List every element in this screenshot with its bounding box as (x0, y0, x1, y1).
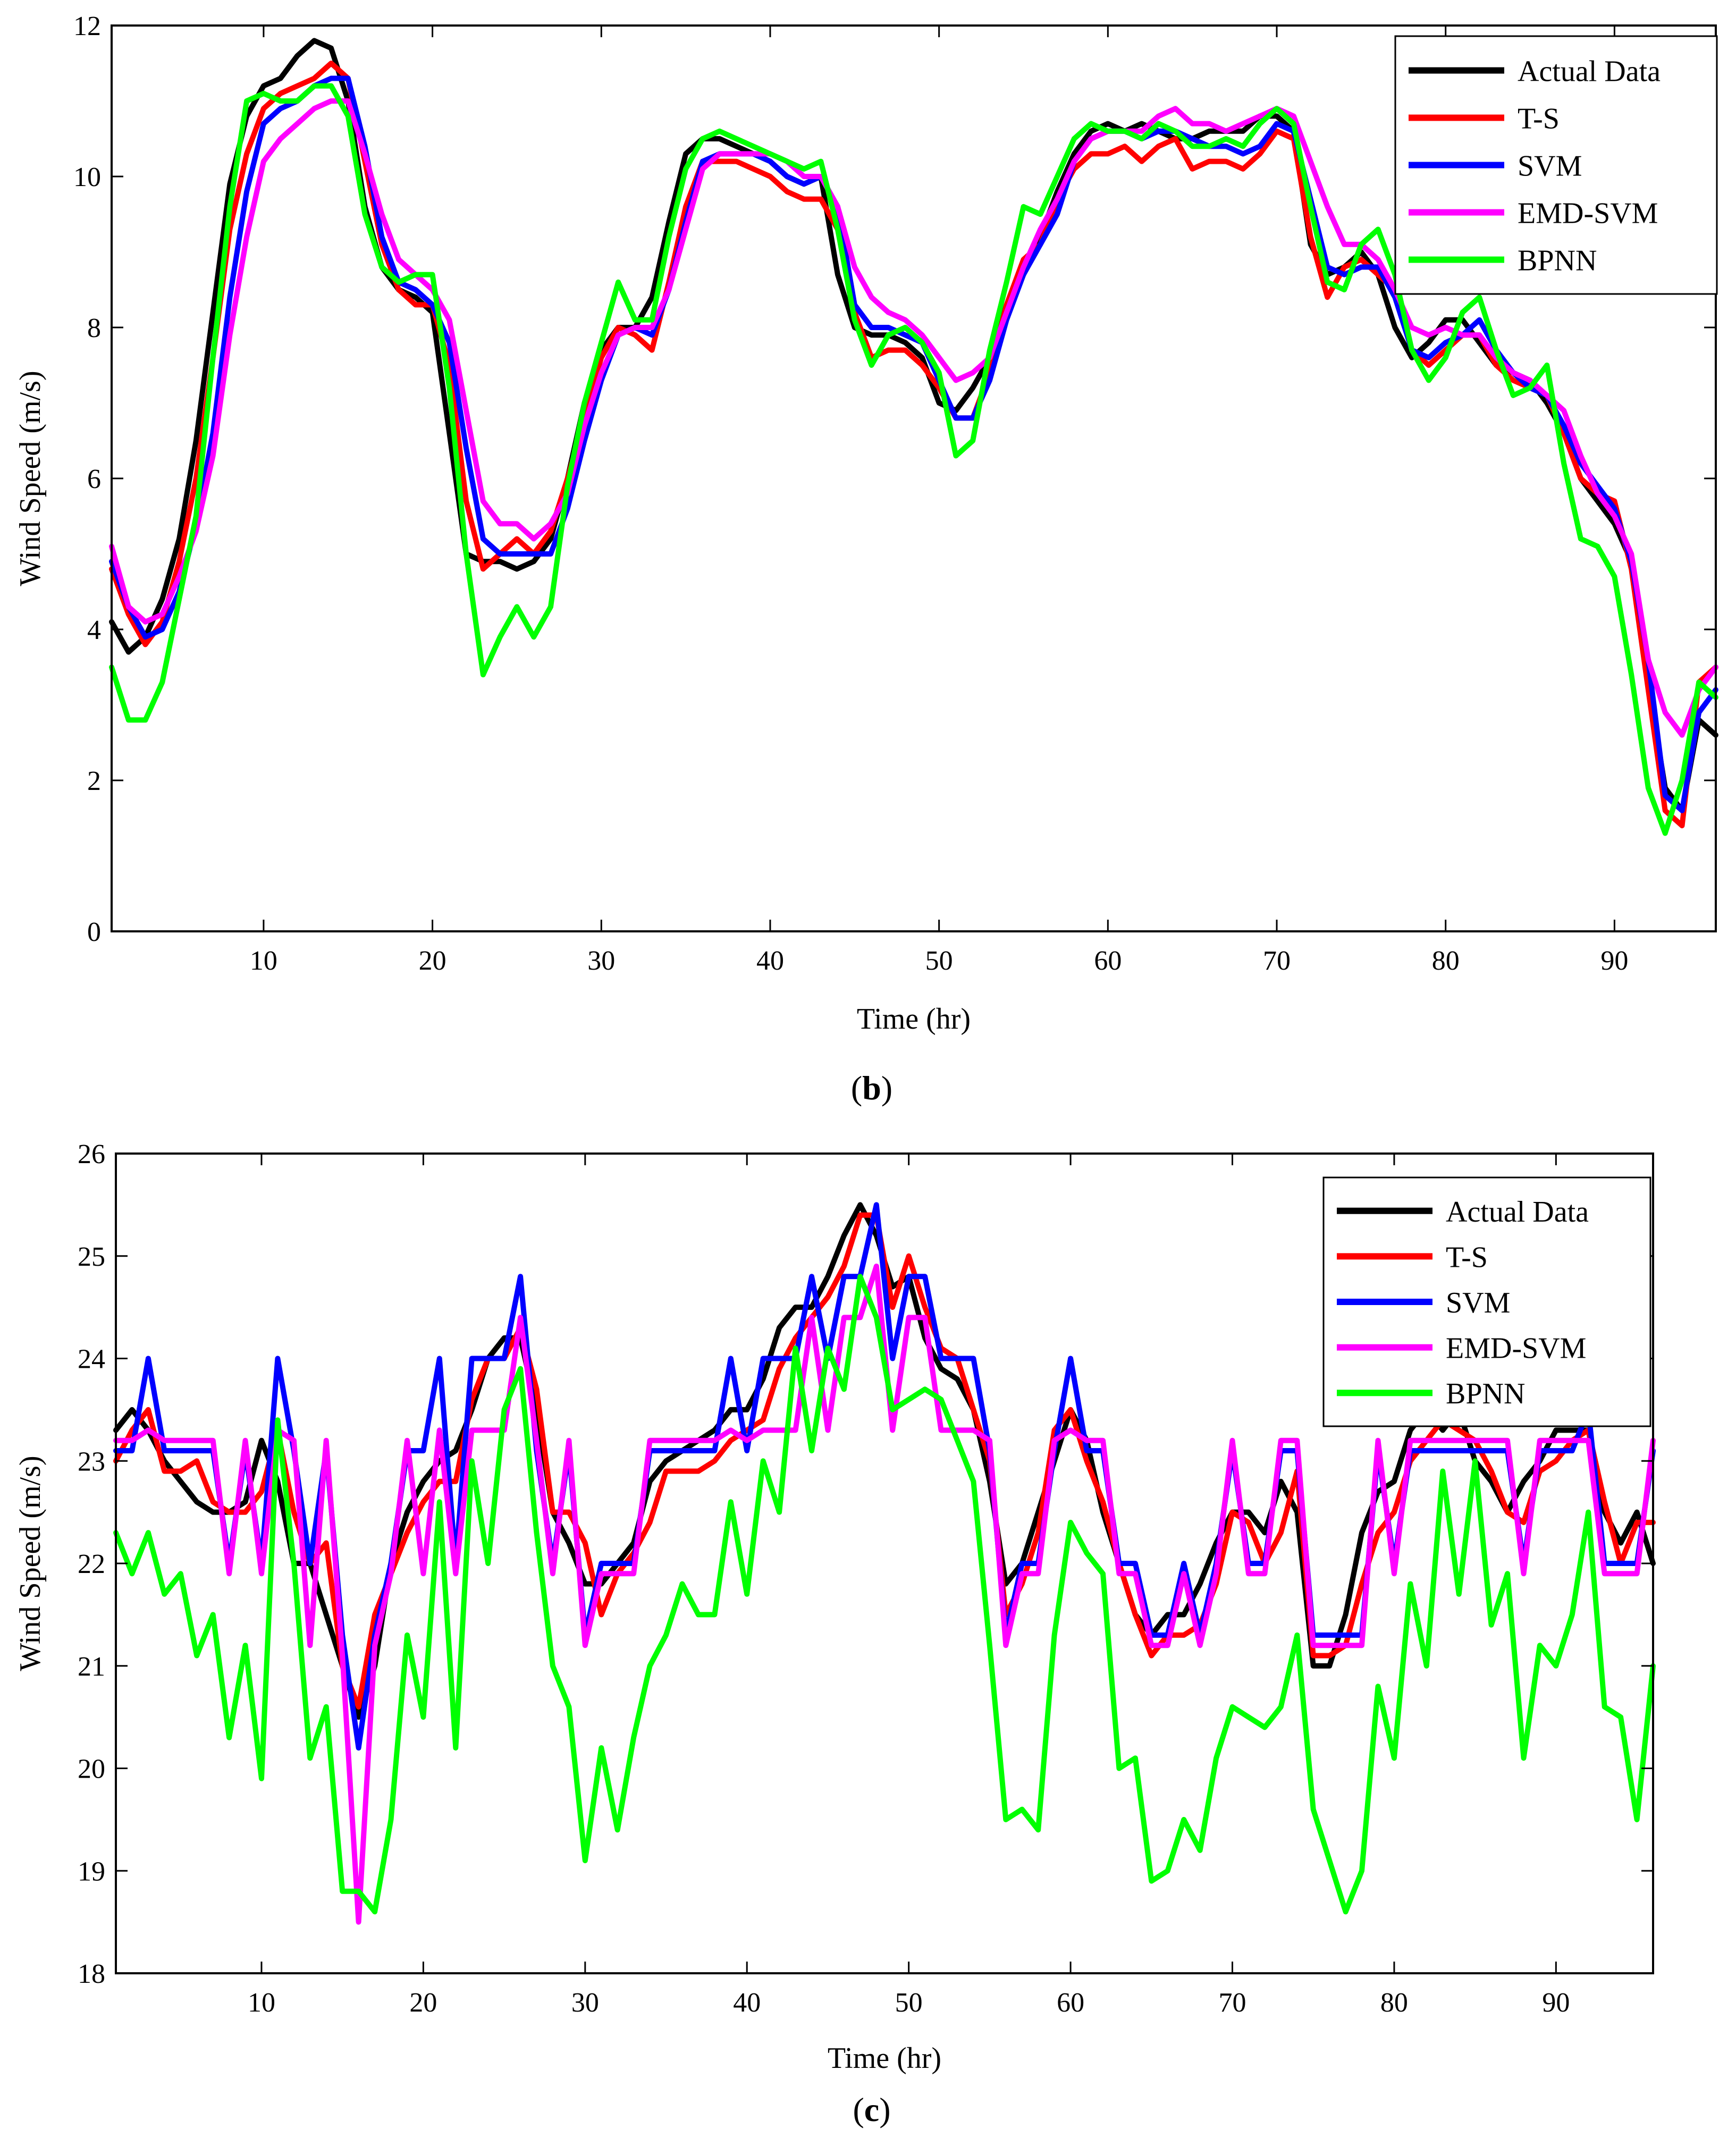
x-tick-label: 70 (1263, 946, 1291, 976)
legend-label-svm: SVM (1446, 1286, 1510, 1319)
x-tick-label: 20 (409, 1988, 437, 2018)
y-tick-label: 19 (78, 1856, 105, 1887)
legend-label-emd-svm: EMD-SVM (1518, 197, 1658, 230)
y-tick-label: 12 (73, 11, 101, 41)
legend-label-t-s: T-S (1446, 1241, 1488, 1274)
legend-label-actual-data: Actual Data (1518, 55, 1661, 88)
ticks-layer-c: 10 20 30 40 50 60 70 80 90 18 19 20 21 22 23 24 25 26 (78, 1139, 1653, 2018)
x-tick-label: 30 (571, 1988, 599, 2018)
legend-items-b: Actual Data T-S SVM EMD-SVM BPNN (1409, 55, 1661, 277)
x-axis-title-b: Time (hr) (857, 1003, 971, 1036)
x-tick-label: 40 (756, 946, 784, 976)
x-tick-label: 60 (1094, 946, 1122, 976)
y-tick-label: 24 (78, 1344, 105, 1375)
y-tick-label: 22 (78, 1549, 105, 1579)
x-tick-label: 30 (587, 946, 615, 976)
y-tick-label: 8 (87, 313, 101, 343)
panel-label-close-paren: ) (879, 2091, 890, 2128)
panel-label-close-paren: ) (881, 1069, 892, 1107)
legend-label-actual-data: Actual Data (1446, 1196, 1589, 1229)
panel-label-open-paren: ( (851, 1069, 862, 1107)
y-tick-label: 25 (78, 1242, 105, 1272)
x-tick-label: 10 (248, 1988, 275, 2018)
series-line-bpnn (113, 1274, 1656, 1915)
x-tick-label: 50 (895, 1988, 923, 2018)
series-layer-b (109, 38, 1718, 836)
x-tick-label: 70 (1219, 1988, 1246, 2018)
x-axis-title-c: Time (hr) (828, 2042, 941, 2075)
x-tick-label: 50 (925, 946, 953, 976)
y-axis-title-b: Wind Speed (m/s) (14, 371, 47, 586)
legend-label-emd-svm: EMD-SVM (1446, 1332, 1586, 1365)
legend-label-bpnn: BPNN (1446, 1377, 1525, 1410)
y-tick-label: 21 (78, 1652, 105, 1682)
x-tick-label: 40 (733, 1988, 761, 2018)
panel-label-letter-c: c (864, 2091, 879, 2128)
y-tick-label: 4 (87, 615, 101, 645)
x-tick-label: 60 (1057, 1988, 1084, 2018)
legend-b: Actual Data T-S SVM EMD-SVM BPNN (1394, 35, 1718, 295)
legend-c: Actual Data T-S SVM EMD-SVM BPNN (1322, 1176, 1651, 1427)
x-tick-label: 80 (1432, 946, 1460, 976)
y-tick-label: 18 (78, 1959, 105, 1989)
x-tick-label: 90 (1542, 1988, 1570, 2018)
series-line-emd-svm (109, 98, 1718, 738)
ticks-layer-b: 10 20 30 40 50 60 70 80 90 0 2 4 6 8 10 12 (73, 11, 1716, 976)
series-line-svm (109, 75, 1718, 813)
panel-label-letter-b: b (862, 1069, 881, 1107)
y-tick-label: 6 (87, 464, 101, 494)
series-line-bpnn (109, 83, 1718, 836)
x-tick-label: 90 (1600, 946, 1628, 976)
legend-label-bpnn: BPNN (1518, 245, 1597, 277)
legend-items-c: Actual Data T-S SVM EMD-SVM BPNN (1337, 1196, 1589, 1410)
x-tick-label: 80 (1380, 1988, 1408, 2018)
panel-label-b: (b) (851, 1069, 892, 1107)
y-tick-label: 26 (78, 1139, 105, 1170)
y-tick-label: 20 (78, 1754, 105, 1785)
chart-panel-b: 10 20 30 40 50 60 70 80 90 0 2 4 6 8 10 12 Time (hr) Wi… (14, 11, 1718, 1107)
x-tick-label: 20 (419, 946, 446, 976)
panel-label-c: (c) (853, 2091, 890, 2128)
y-axis-title-c: Wind Speed (m/s) (14, 1455, 47, 1671)
series-layer-c (113, 1202, 1656, 1925)
y-tick-label: 10 (73, 162, 101, 192)
panel-label-open-paren: ( (853, 2091, 864, 2128)
legend-label-t-s: T-S (1518, 103, 1560, 136)
x-tick-label: 10 (250, 946, 277, 976)
y-tick-label: 2 (87, 766, 101, 796)
legend-label-svm: SVM (1518, 150, 1582, 183)
y-tick-label: 0 (87, 917, 101, 947)
chart-panel-c: 10 20 30 40 50 60 70 80 90 18 19 20 21 22 23 24 25 26 Tim… (14, 1139, 1656, 2128)
y-tick-label: 23 (78, 1446, 105, 1477)
